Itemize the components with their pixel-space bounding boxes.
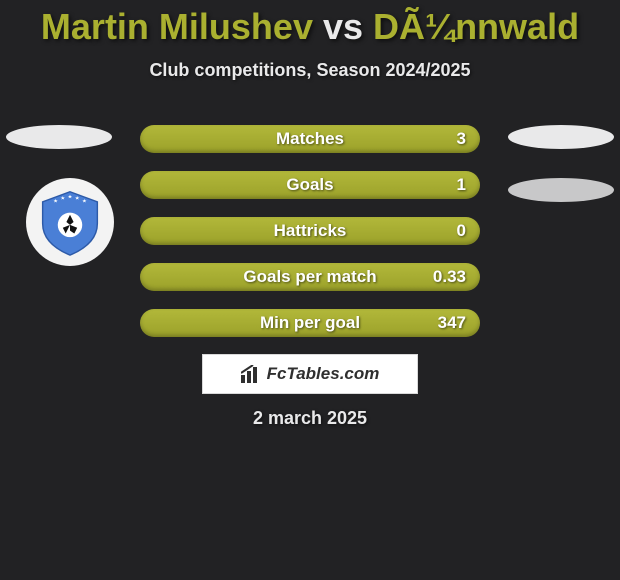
player1-name: Martin Milushev xyxy=(41,6,313,47)
stat-row-min-per-goal: Min per goal 347 xyxy=(140,309,480,337)
player1-placeholder-ellipse xyxy=(6,125,112,149)
player2-name: DÃ¼nnwald xyxy=(373,6,579,47)
stat-value: 1 xyxy=(457,175,466,195)
stat-value: 347 xyxy=(438,313,466,333)
comparison-title: Martin Milushev vs DÃ¼nnwald xyxy=(0,0,620,48)
stat-label: Goals xyxy=(286,175,333,195)
stat-value: 0.33 xyxy=(433,267,466,287)
stat-row-goals-per-match: Goals per match 0.33 xyxy=(140,263,480,291)
stat-label: Goals per match xyxy=(243,267,376,287)
bar-chart-icon xyxy=(241,365,261,383)
stat-label: Matches xyxy=(276,129,344,149)
stat-label: Min per goal xyxy=(260,313,360,333)
stat-value: 0 xyxy=(457,221,466,241)
stat-row-hattricks: Hattricks 0 xyxy=(140,217,480,245)
club-crest-icon xyxy=(34,186,106,258)
stat-row-goals: Goals 1 xyxy=(140,171,480,199)
vs-text: vs xyxy=(323,6,363,47)
stat-label: Hattricks xyxy=(274,221,347,241)
player2-placeholder-ellipse-1 xyxy=(508,125,614,149)
subtitle: Club competitions, Season 2024/2025 xyxy=(0,60,620,81)
stat-row-matches: Matches 3 xyxy=(140,125,480,153)
brand-text: FcTables.com xyxy=(267,364,380,384)
player2-placeholder-ellipse-2 xyxy=(508,178,614,202)
date-text: 2 march 2025 xyxy=(0,408,620,429)
brand-attribution[interactable]: FcTables.com xyxy=(202,354,418,394)
stat-value: 3 xyxy=(457,129,466,149)
stats-table: Matches 3 Goals 1 Hattricks 0 Goals per … xyxy=(140,125,480,355)
club-badge xyxy=(26,178,114,266)
